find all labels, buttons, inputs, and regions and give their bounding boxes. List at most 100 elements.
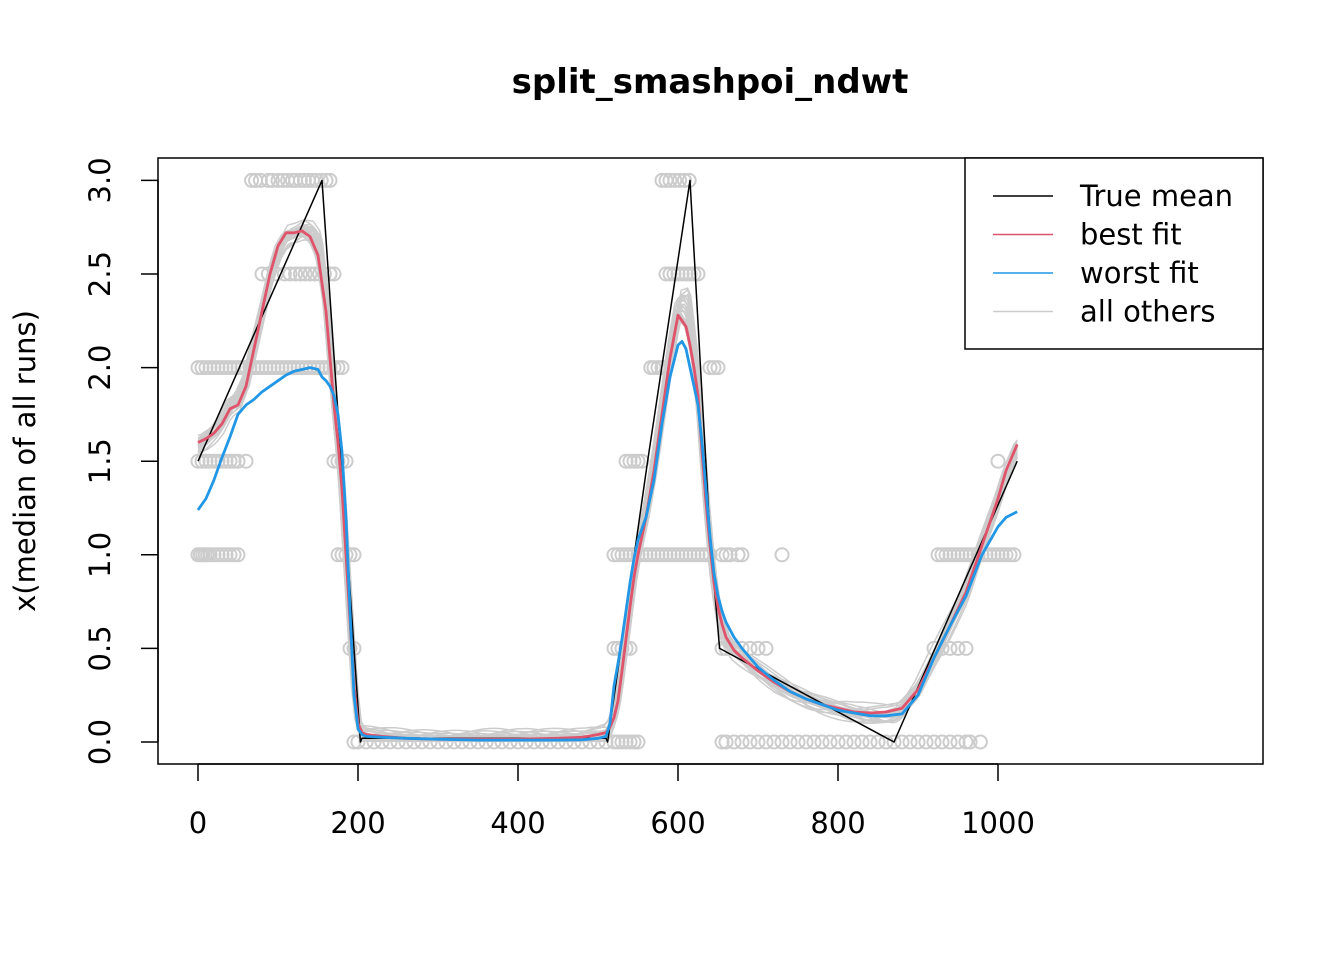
observation-point: [702, 360, 718, 376]
y-axis: 0.0 0.5 1.0 1.5 2.0 2.5 3.0: [83, 157, 159, 765]
observation-point: [667, 172, 683, 188]
observation-point: [276, 266, 292, 282]
observation-point: [260, 172, 276, 188]
observation-point: [342, 547, 358, 563]
observation-point: [726, 734, 742, 750]
observation-point: [750, 640, 766, 656]
observation-points: [190, 172, 1022, 750]
observation-point: [758, 640, 774, 656]
other-fit-line: [197, 231, 1018, 741]
observation-point: [710, 360, 726, 376]
observation-point: [292, 266, 308, 282]
observation-point: [550, 734, 566, 750]
observation-point: [942, 734, 958, 750]
observation-point: [926, 734, 942, 750]
observation-point: [322, 266, 338, 282]
other-fit-line: [197, 229, 1018, 742]
other-fit-line: [197, 227, 1018, 742]
y-tick-label: 0.0: [83, 719, 117, 765]
legend-box: [964, 157, 1264, 350]
observation-point: [398, 734, 414, 750]
other-fits: [197, 219, 1018, 742]
other-fit-line: [197, 229, 1018, 741]
observation-point: [230, 547, 246, 563]
observation-point: [406, 734, 422, 750]
observation-point: [718, 734, 734, 750]
observation-point: [454, 734, 470, 750]
observation-point: [830, 734, 846, 750]
observation-point: [734, 734, 750, 750]
observation-point: [622, 734, 638, 750]
observation-point: [390, 734, 406, 750]
observation-point: [646, 360, 662, 376]
observation-point: [478, 734, 494, 750]
observation-point: [862, 734, 878, 750]
other-fit-line: [197, 232, 1018, 742]
observation-point: [714, 547, 730, 563]
observation-point: [316, 266, 332, 282]
observation-point: [958, 640, 974, 656]
observation-point: [462, 734, 478, 750]
observation-point: [782, 734, 798, 750]
observation-point: [630, 734, 646, 750]
observation-point: [322, 172, 338, 188]
x-tick-label: 200: [330, 806, 385, 840]
observation-point: [350, 734, 366, 750]
other-fit-line: [197, 233, 1018, 742]
x-tick-label: 800: [810, 806, 865, 840]
other-fit-line: [197, 239, 1018, 742]
series-lines: [196, 179, 1019, 743]
observation-point: [734, 547, 750, 563]
other-fit-line: [197, 223, 1018, 742]
x-tick-label: 0: [189, 806, 207, 840]
observation-point: [774, 547, 790, 563]
other-fit-line: [197, 235, 1018, 742]
observation-point: [766, 734, 782, 750]
y-tick-label: 2.0: [83, 345, 117, 391]
observation-point: [734, 640, 750, 656]
observation-point: [254, 266, 270, 282]
observation-point: [1002, 547, 1018, 563]
observation-point: [686, 266, 702, 282]
observation-point: [958, 734, 974, 750]
observation-point: [886, 734, 902, 750]
y-tick-label: 1.5: [83, 438, 117, 484]
observation-point: [282, 266, 298, 282]
observation-point: [414, 734, 430, 750]
observation-point: [422, 734, 438, 750]
observation-point: [630, 453, 646, 469]
observation-point: [230, 453, 246, 469]
observation-point: [244, 172, 260, 188]
observation-point: [650, 360, 666, 376]
legend: True mean best fit worst fit all others: [964, 157, 1264, 350]
legend-label: best fit: [1080, 218, 1182, 252]
observation-point: [742, 734, 758, 750]
observation-point: [494, 734, 510, 750]
observation-point: [814, 734, 830, 750]
other-fit-line: [197, 219, 1018, 742]
observation-point: [326, 266, 342, 282]
other-fit-line: [197, 234, 1018, 742]
observation-point: [430, 734, 446, 750]
observation-point: [634, 453, 650, 469]
observation-point: [318, 172, 334, 188]
y-axis-label: x(median of all runs): [8, 310, 42, 612]
observation-point: [288, 266, 304, 282]
observation-point: [502, 734, 518, 750]
observation-point: [682, 266, 698, 282]
observation-point: [222, 453, 238, 469]
y-tick-label: 3.0: [83, 157, 117, 203]
observation-point: [486, 734, 502, 750]
legend-label: worst fit: [1080, 256, 1199, 290]
observation-point: [238, 453, 254, 469]
observation-point: [902, 734, 918, 750]
observation-point: [950, 640, 966, 656]
observation-point: [534, 734, 550, 750]
observation-point: [526, 734, 542, 750]
other-fit-line: [197, 228, 1018, 742]
observation-point: [962, 734, 978, 750]
observation-point: [313, 172, 329, 188]
observation-point: [806, 734, 822, 750]
observation-point: [690, 266, 706, 282]
other-fit-line: [197, 233, 1018, 742]
